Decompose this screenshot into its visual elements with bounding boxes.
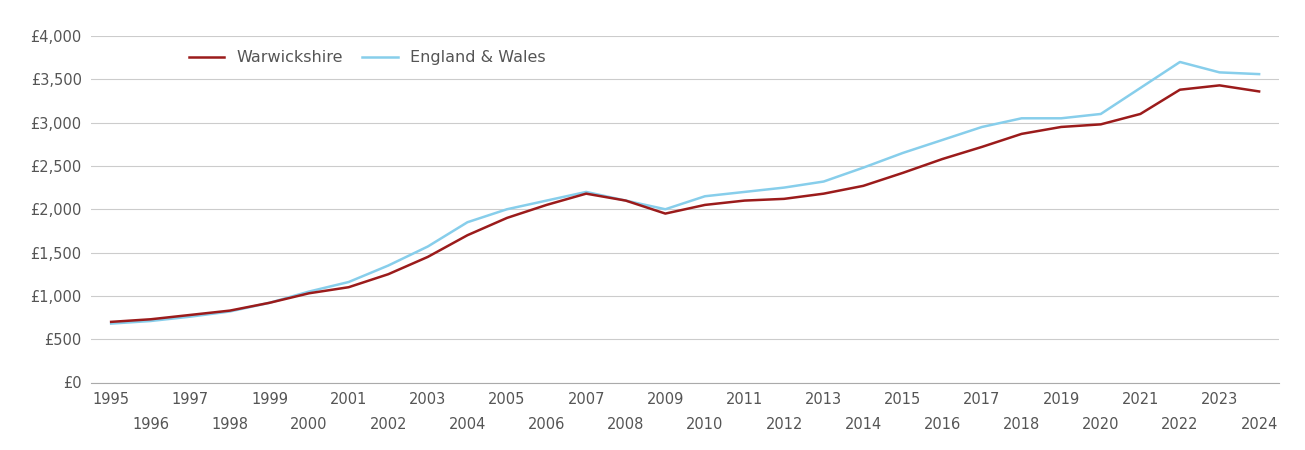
Warwickshire — [856, 183, 872, 189]
England & Wales — [1212, 70, 1228, 75]
Warwickshire — [500, 215, 515, 220]
England & Wales — [341, 279, 356, 285]
England & Wales — [776, 185, 792, 190]
England & Wales — [381, 263, 397, 268]
Warwickshire — [658, 211, 673, 216]
England & Wales — [658, 207, 673, 212]
Warwickshire — [1014, 131, 1030, 137]
England & Wales — [459, 220, 475, 225]
Warwickshire — [144, 316, 159, 322]
Warwickshire — [934, 156, 950, 162]
Warwickshire — [381, 271, 397, 277]
Warwickshire — [895, 170, 911, 176]
Warwickshire — [776, 196, 792, 202]
England & Wales — [500, 207, 515, 212]
England & Wales — [301, 289, 317, 294]
England & Wales — [262, 300, 278, 306]
Warwickshire — [1251, 89, 1267, 94]
England & Wales — [975, 124, 990, 130]
England & Wales — [578, 189, 594, 194]
Line: Warwickshire: Warwickshire — [111, 86, 1259, 322]
Warwickshire — [301, 291, 317, 296]
England & Wales — [1014, 116, 1030, 121]
Warwickshire — [341, 284, 356, 290]
England & Wales — [816, 179, 831, 184]
England & Wales — [1172, 59, 1188, 65]
Legend: Warwickshire, England & Wales: Warwickshire, England & Wales — [183, 44, 552, 72]
Warwickshire — [1133, 111, 1148, 117]
Warwickshire — [420, 254, 436, 260]
Warwickshire — [578, 191, 594, 196]
Warwickshire — [619, 198, 634, 203]
England & Wales — [737, 189, 753, 194]
England & Wales — [619, 198, 634, 203]
Line: England & Wales: England & Wales — [111, 62, 1259, 324]
Warwickshire — [103, 319, 119, 324]
England & Wales — [1053, 116, 1069, 121]
England & Wales — [144, 318, 159, 324]
Warwickshire — [459, 233, 475, 238]
England & Wales — [1133, 85, 1148, 90]
Warwickshire — [1212, 83, 1228, 88]
England & Wales — [103, 321, 119, 326]
England & Wales — [539, 198, 555, 203]
Warwickshire — [1094, 122, 1109, 127]
England & Wales — [697, 194, 713, 199]
Warwickshire — [222, 308, 238, 313]
England & Wales — [856, 165, 872, 171]
England & Wales — [1094, 111, 1109, 117]
Warwickshire — [975, 144, 990, 149]
Warwickshire — [183, 312, 198, 318]
Warwickshire — [737, 198, 753, 203]
Warwickshire — [262, 300, 278, 306]
England & Wales — [895, 150, 911, 156]
Warwickshire — [1172, 87, 1188, 92]
Warwickshire — [1053, 124, 1069, 130]
England & Wales — [1251, 72, 1267, 77]
Warwickshire — [816, 191, 831, 196]
England & Wales — [420, 244, 436, 249]
Warwickshire — [539, 202, 555, 207]
England & Wales — [222, 309, 238, 314]
Warwickshire — [697, 202, 713, 207]
England & Wales — [183, 314, 198, 319]
England & Wales — [934, 137, 950, 143]
